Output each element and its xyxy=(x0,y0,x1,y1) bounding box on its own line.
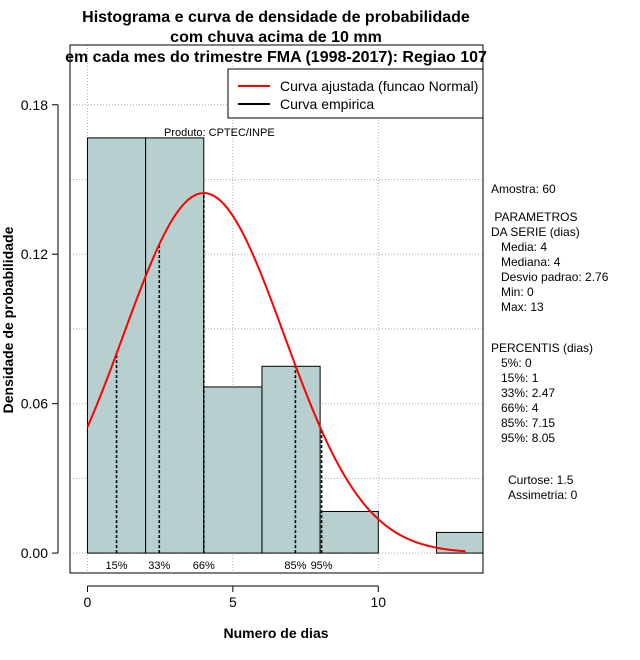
x-tick-label: 0 xyxy=(84,594,92,610)
series-parameters: PARAMETROS DA SERIE (dias) Media: 4 Medi… xyxy=(491,210,609,314)
axes: 0 5 10 0.00 0.06 0.12 0.18 xyxy=(21,97,387,610)
histogram-bars xyxy=(86,137,484,554)
x-tick-label: 5 xyxy=(229,594,237,610)
y-tick-label: 0.00 xyxy=(21,545,48,561)
legend-box xyxy=(227,68,484,119)
percentile-label: 15% xyxy=(106,560,128,572)
x-tick-label: 10 xyxy=(371,594,387,610)
percentile-label: 85% xyxy=(284,560,306,572)
percentile-label: 66% xyxy=(193,560,215,572)
y-axis-label: Densidade de probabilidade xyxy=(0,226,16,413)
histogram-bar xyxy=(86,137,147,554)
legend: Curva ajustada (funcao Normal) Curva empi… xyxy=(227,68,484,119)
y-tick-label: 0.18 xyxy=(21,97,48,113)
percentile-lines: 15% 33% 66% 85% 95% xyxy=(106,193,333,572)
plot-frame xyxy=(69,44,484,574)
percentile-label: 33% xyxy=(148,560,170,572)
y-tick-label: 0.12 xyxy=(21,246,48,262)
fitted-curve xyxy=(86,192,466,553)
histogram-bar xyxy=(145,137,205,554)
chart-title-line: em cada mes do trimestre FMA (1998-2017)… xyxy=(65,49,487,66)
shape-stats: Curtose: 1.5 Assimetria: 0 xyxy=(508,473,578,502)
chart-title-line: com chuva acima de 10 mm xyxy=(170,29,382,46)
chart-title-line: Histograma e curva de densidade de proba… xyxy=(82,9,470,26)
histogram-bar xyxy=(261,365,321,554)
y-tick-label: 0.06 xyxy=(21,396,48,412)
percentile-label: 95% xyxy=(311,560,333,572)
x-axis-label: Numero de dias xyxy=(223,625,328,641)
legend-entry: Curva ajustada (funcao Normal) xyxy=(280,78,478,94)
percentiles-block: PERCENTIS (dias) 5%: 0 15%: 1 33%: 2.47 … xyxy=(491,341,594,445)
legend-entry: Curva empirica xyxy=(280,96,374,112)
normal-fit-curve xyxy=(86,192,466,553)
histogram-bar xyxy=(319,510,379,554)
product-annotation: Produto: CPTEC/INPE xyxy=(164,127,275,139)
sample-size: Amostra: 60 xyxy=(491,182,556,196)
histogram-bar xyxy=(203,386,263,554)
chart-title: Histograma e curva de densidade de proba… xyxy=(65,9,487,66)
